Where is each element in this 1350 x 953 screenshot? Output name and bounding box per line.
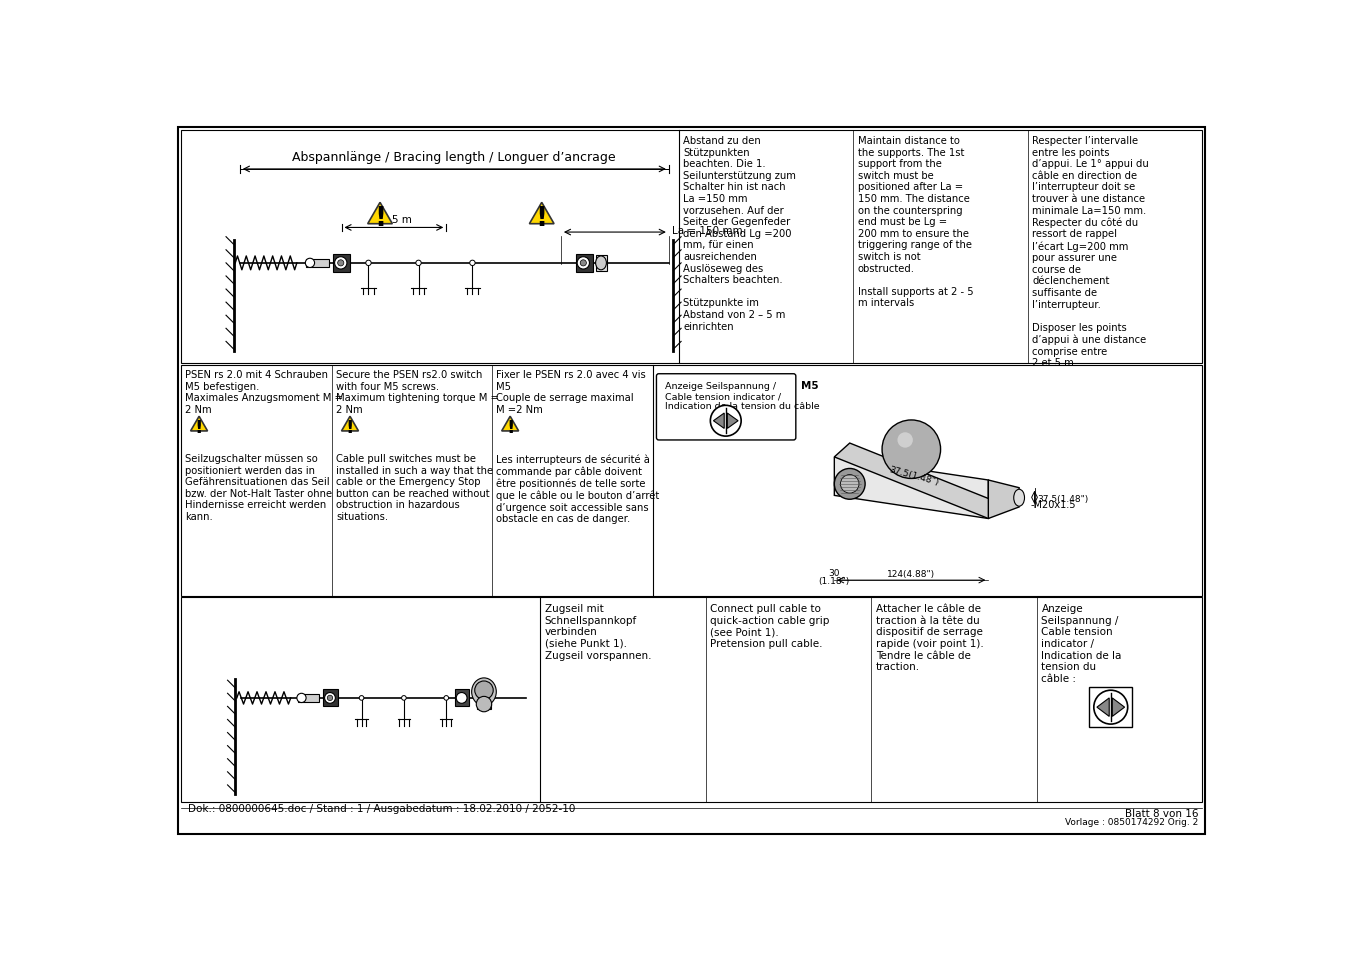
Ellipse shape: [1014, 490, 1025, 507]
Circle shape: [898, 433, 913, 448]
Text: M5: M5: [801, 380, 819, 391]
Bar: [182, 132, 678, 362]
Text: Abstand zu den
Stützpunkten
beachten. Die 1.
Seilunterstützung zum
Schalter hin : Abstand zu den Stützpunkten beachten. Di…: [683, 136, 796, 332]
Text: !: !: [374, 206, 386, 232]
Circle shape: [834, 469, 865, 499]
Text: !: !: [536, 206, 548, 232]
Circle shape: [297, 694, 306, 702]
Circle shape: [327, 696, 332, 700]
Polygon shape: [834, 457, 988, 519]
Bar: [323, 690, 339, 706]
Text: Seilzugschalter müssen so
positioniert werden das in
Gefährensituationen das Sei: Seilzugschalter müssen so positioniert w…: [185, 454, 332, 521]
Bar: [297, 695, 319, 702]
Polygon shape: [713, 414, 724, 429]
Bar: [595, 256, 608, 272]
Circle shape: [359, 696, 364, 700]
Text: Blatt 8 von 16: Blatt 8 von 16: [1125, 808, 1199, 819]
Text: Maintain distance to
the supports. The 1st
support from the
switch must be
posit: Maintain distance to the supports. The 1…: [859, 136, 973, 308]
Circle shape: [1094, 691, 1127, 724]
Text: 37.5(1.48"): 37.5(1.48"): [1037, 495, 1088, 503]
Circle shape: [470, 261, 475, 266]
Circle shape: [305, 259, 315, 268]
Circle shape: [882, 420, 941, 479]
Text: Connect pull cable to
quick-action cable grip
(see Point 1).
Pretension pull cab: Connect pull cable to quick-action cable…: [710, 603, 830, 648]
Circle shape: [444, 696, 448, 700]
Polygon shape: [367, 203, 393, 225]
Text: Abspannlänge / Bracing length / Longuer d’ancrage: Abspannlänge / Bracing length / Longuer …: [292, 151, 616, 164]
Polygon shape: [988, 480, 1019, 519]
Bar: [181, 598, 1203, 802]
Text: 37.5(1.48"): 37.5(1.48"): [888, 465, 940, 487]
Text: Secure the PSEN rs2.0 switch
with four M5 screws.
Maximum tightening torque M =
: Secure the PSEN rs2.0 switch with four M…: [336, 370, 500, 415]
Circle shape: [710, 406, 741, 436]
Bar: [181, 365, 1203, 596]
Text: 2 - 5 m: 2 - 5 m: [375, 214, 412, 224]
Circle shape: [475, 681, 493, 700]
Text: 30: 30: [829, 568, 840, 578]
Text: Anzeige
Seilspannung /
Cable tension
indicator /
Indication de la
tension du
câb: Anzeige Seilspannung / Cable tension ind…: [1041, 603, 1122, 683]
Circle shape: [366, 261, 371, 266]
Text: Fixer le PSEN rs 2.0 avec 4 vis
M5
Couple de serrage maximal
M =2 Nm: Fixer le PSEN rs 2.0 avec 4 vis M5 Coupl…: [497, 370, 647, 415]
Polygon shape: [728, 414, 738, 429]
Circle shape: [456, 693, 467, 703]
Bar: [455, 690, 468, 706]
Circle shape: [401, 696, 406, 700]
Bar: [1089, 687, 1133, 727]
Polygon shape: [342, 416, 359, 432]
Text: Respecter l’intervalle
entre les points
d’appui. Le 1° appui du
câble en directi: Respecter l’intervalle entre les points …: [1033, 136, 1149, 368]
Bar: [333, 254, 350, 273]
Ellipse shape: [471, 679, 497, 706]
Bar: [181, 132, 1203, 364]
Text: Attacher le câble de
traction à la tête du
dispositif de serrage
rapide (voir po: Attacher le câble de traction à la tête …: [876, 603, 984, 672]
Polygon shape: [529, 203, 554, 225]
FancyBboxPatch shape: [656, 375, 796, 440]
Text: Cable pull switches must be
installed in such a way that the
cable or the Emerge: Cable pull switches must be installed in…: [336, 454, 493, 521]
Bar: [576, 254, 593, 273]
Text: !: !: [346, 418, 354, 436]
Text: 124(4.88"): 124(4.88"): [887, 569, 936, 578]
Circle shape: [578, 257, 590, 270]
Text: PSEN rs 2.0 mit 4 Schrauben
M5 befestigen.
Maximales Anzugsmoment M =
2 Nm: PSEN rs 2.0 mit 4 Schrauben M5 befestige…: [185, 370, 343, 415]
Bar: [306, 260, 329, 268]
Circle shape: [338, 260, 344, 267]
Text: !: !: [194, 418, 204, 436]
Text: Zugseil mit
Schnellspannkopf
verbinden
(siehe Punkt 1).
Zugseil vorspannen.: Zugseil mit Schnellspannkopf verbinden (…: [545, 603, 651, 659]
Circle shape: [580, 260, 586, 267]
Text: Vorlage : 0850174292 Orig. 2: Vorlage : 0850174292 Orig. 2: [1065, 818, 1199, 826]
Polygon shape: [1112, 699, 1125, 717]
Polygon shape: [1098, 699, 1110, 717]
Bar: [477, 687, 491, 710]
Polygon shape: [834, 443, 1003, 519]
Ellipse shape: [595, 256, 606, 271]
Text: Dok.: 0800000645.doc / Stand : 1 / Ausgabedatum : 18.02.2010 / 2052-10: Dok.: 0800000645.doc / Stand : 1 / Ausga…: [188, 802, 575, 813]
Circle shape: [335, 257, 347, 270]
Text: La = 150 mm: La = 150 mm: [672, 226, 742, 235]
Circle shape: [477, 697, 491, 712]
Text: Anzeige Seilspannung /
Cable tension indicator /
Indication de la tension du câb: Anzeige Seilspannung / Cable tension ind…: [666, 381, 819, 411]
Polygon shape: [190, 416, 208, 432]
Text: -M20x1.5: -M20x1.5: [1030, 499, 1076, 510]
Text: Les interrupteurs de sécurité à
commande par câble doivent
être positionnés de t: Les interrupteurs de sécurité à commande…: [497, 454, 660, 524]
Circle shape: [416, 261, 421, 266]
Text: !: !: [506, 418, 514, 436]
Text: (1.18"): (1.18"): [818, 577, 850, 586]
Circle shape: [324, 693, 335, 703]
Polygon shape: [502, 416, 518, 432]
Circle shape: [841, 476, 859, 494]
